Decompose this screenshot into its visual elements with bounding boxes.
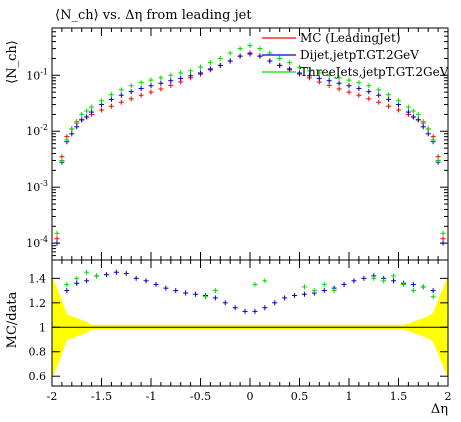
xtick-label: 0 xyxy=(247,390,254,403)
xtick-label: -2 xyxy=(47,390,58,403)
xtick-label: 2 xyxy=(445,390,452,403)
xtick-label: 1.5 xyxy=(390,390,408,403)
main-panel: 10-4 10-3 10-2 10-1 MC (LeadingJet) Dijet,je… xyxy=(26,27,449,261)
ratio-uncertainty-band xyxy=(52,275,448,379)
main-ylabel: ⟨N_ch⟩ xyxy=(5,40,20,84)
ratio-ytick-label: 1.2 xyxy=(29,297,47,310)
chart-title: ⟨N_ch⟩ vs. Δη from leading jet xyxy=(55,8,252,23)
xtick-label: 1 xyxy=(346,390,353,403)
xtick-label: -1.5 xyxy=(91,390,112,403)
ratio-ylabel: MC/data xyxy=(5,291,20,348)
main-plot-frame xyxy=(51,27,449,261)
legend-entry: ThreeJets,jetpT.GT.2GeV xyxy=(300,65,449,79)
xtick-label: -1 xyxy=(146,390,157,403)
xtick-label: 0.5 xyxy=(291,390,309,403)
legend-entry: Dijet,jetpT.GT.2GeV xyxy=(300,48,419,62)
ratio-ytick-label: 1 xyxy=(39,321,46,334)
ratio-ytick-label: 0.6 xyxy=(29,370,47,383)
main-x-ticks xyxy=(51,28,449,260)
ratio-y-ticks: 0.6 0.8 1 1.2 1.4 xyxy=(29,272,448,383)
ratio-x-ticks: -2 -1.5 -1 -0.5 0 0.5 1 1.5 2 xyxy=(47,260,452,403)
main-ytick-label: 10-3 xyxy=(26,179,48,194)
xtick-label: -0.5 xyxy=(190,390,211,403)
main-ytick-label: 10-4 xyxy=(26,235,48,250)
ratio-series xyxy=(64,269,436,314)
ratio-plot-frame xyxy=(51,259,449,387)
ratio-ytick-label: 0.8 xyxy=(29,346,47,359)
legend-entry: MC (LeadingJet) xyxy=(300,31,401,45)
legend: MC (LeadingJet) Dijet,jetpT.GT.2GeV ThreeJ… xyxy=(262,31,449,79)
ratio-ytick-label: 1.4 xyxy=(29,272,47,285)
ratio-panel: 0.6 0.8 1 1.2 1.4 -2 -1.5 -1 -0.5 0 0.5 1 1.5 2 xyxy=(29,259,452,403)
x-axis-label: Δη xyxy=(431,402,448,417)
main-series xyxy=(54,43,446,246)
main-ytick-label: 10-2 xyxy=(26,123,48,138)
main-ytick-label: 10-1 xyxy=(26,67,48,82)
